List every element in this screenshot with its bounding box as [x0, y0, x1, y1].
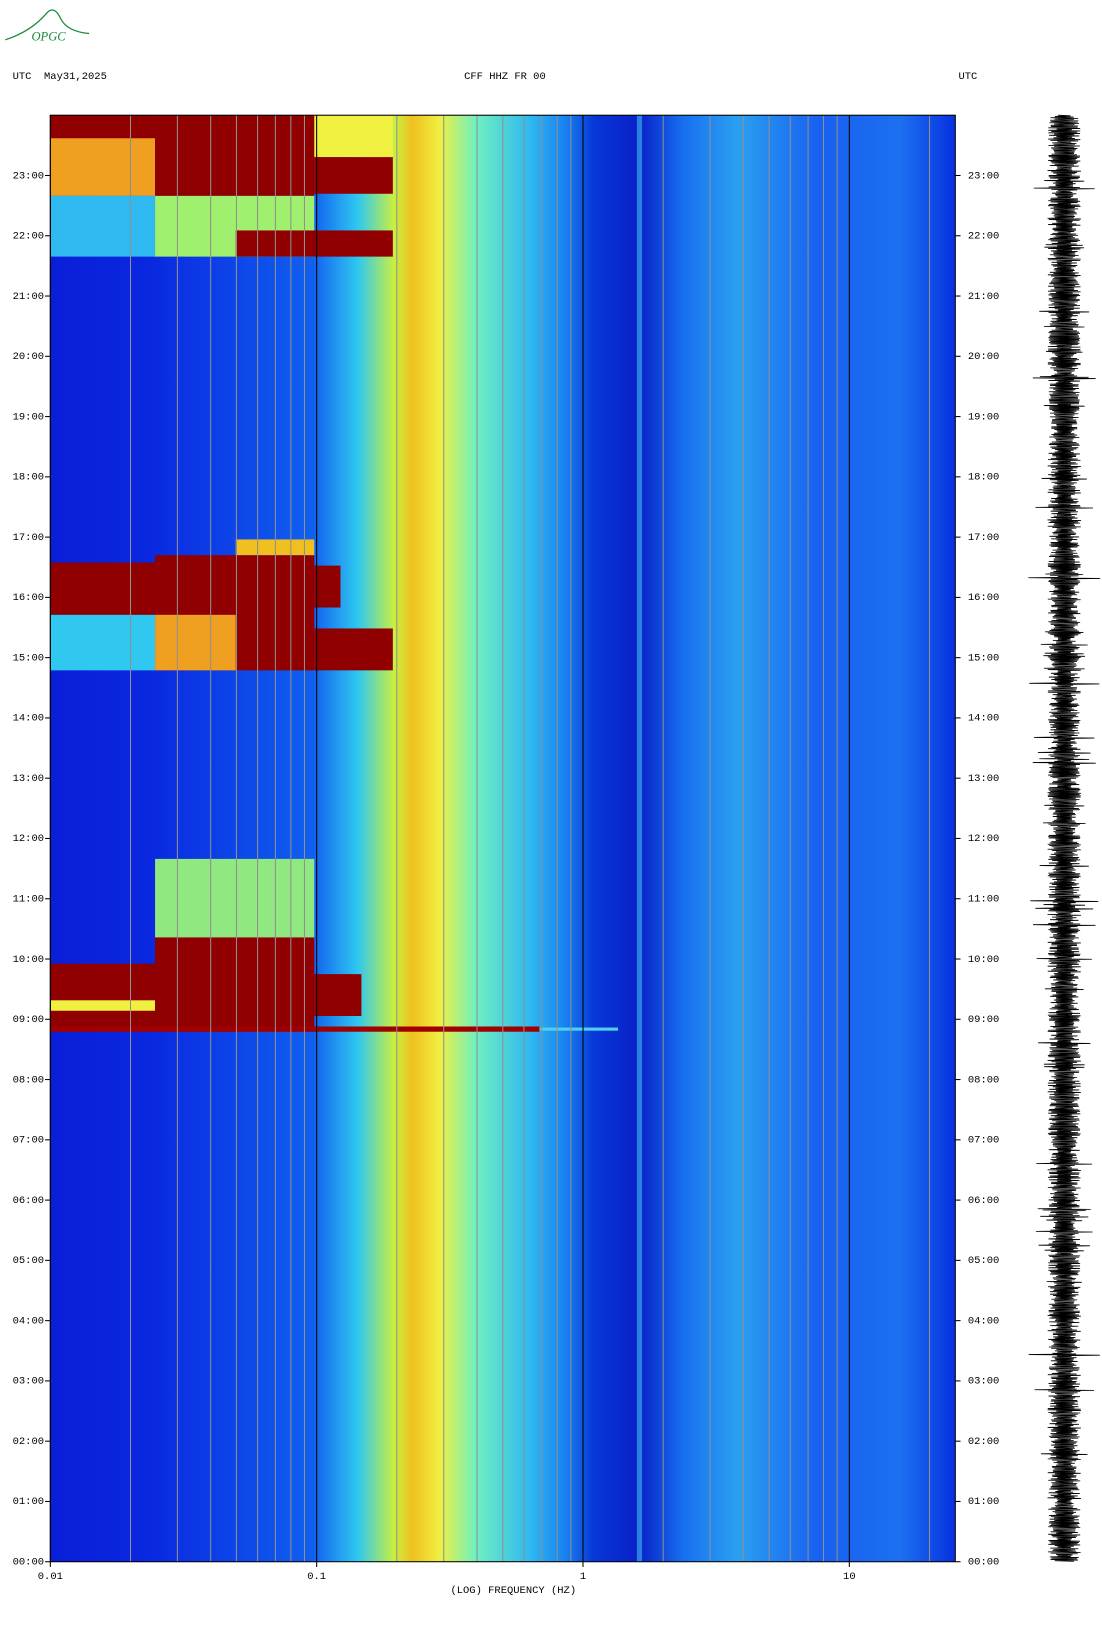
- y-tick-label: 01:00: [968, 1496, 999, 1508]
- y-tick-label: 02:00: [968, 1436, 999, 1448]
- y-tick-label: 11:00: [968, 894, 999, 906]
- x-tick-label: 0.01: [38, 1571, 63, 1583]
- y-tick-label: 03:00: [13, 1376, 44, 1388]
- y-tick-label: 21:00: [968, 291, 999, 303]
- y-tick-label: 18:00: [13, 472, 44, 484]
- y-tick-label: 13:00: [13, 773, 44, 785]
- y-tick-label: 00:00: [968, 1556, 999, 1568]
- x-axis-label: (LOG) FREQUENCY (HZ): [450, 1585, 576, 1597]
- y-tick-label: 15:00: [13, 652, 44, 664]
- chart-title: CFF HHZ FR 00: [464, 71, 546, 83]
- y-tick-label: 09:00: [13, 1014, 44, 1026]
- y-tick-label: 17:00: [13, 532, 44, 544]
- y-tick-label: 01:00: [13, 1496, 44, 1508]
- y-tick-label: 06:00: [13, 1195, 44, 1207]
- y-tick-label: 08:00: [13, 1074, 44, 1086]
- right-header: UTC: [958, 71, 977, 83]
- x-tick-label: 10: [843, 1571, 856, 1583]
- seismogram-trace: [1028, 114, 1101, 1562]
- x-tick-label: 1: [580, 1571, 586, 1583]
- y-tick-label: 18:00: [968, 472, 999, 484]
- y-tick-label: 10:00: [13, 954, 44, 966]
- y-tick-label: 05:00: [13, 1255, 44, 1267]
- y-tick-label: 04:00: [13, 1315, 44, 1327]
- y-tick-label: 23:00: [968, 170, 999, 182]
- y-tick-label: 06:00: [968, 1195, 999, 1207]
- y-tick-label: 21:00: [13, 291, 44, 303]
- y-tick-label: 19:00: [968, 411, 999, 423]
- y-tick-label: 10:00: [968, 954, 999, 966]
- y-tick-label: 08:00: [968, 1074, 999, 1086]
- y-tick-label: 03:00: [968, 1376, 999, 1388]
- y-tick-label: 15:00: [968, 652, 999, 664]
- y-tick-label: 22:00: [13, 231, 44, 243]
- logo-text: OPGC: [31, 30, 66, 44]
- y-tick-label: 14:00: [968, 713, 999, 725]
- x-tick-label: 0.1: [307, 1571, 326, 1583]
- y-tick-label: 11:00: [13, 894, 44, 906]
- y-tick-label: 05:00: [968, 1255, 999, 1267]
- y-tick-label: 16:00: [13, 592, 44, 604]
- y-tick-label: 16:00: [968, 592, 999, 604]
- y-tick-label: 00:00: [13, 1556, 44, 1568]
- y-tick-label: 22:00: [968, 231, 999, 243]
- y-tick-label: 14:00: [13, 713, 44, 725]
- y-tick-label: 17:00: [968, 532, 999, 544]
- y-tick-label: 20:00: [13, 351, 44, 363]
- y-tick-label: 20:00: [968, 351, 999, 363]
- left-header: UTC May31,2025: [13, 71, 107, 83]
- y-tick-label: 02:00: [13, 1436, 44, 1448]
- y-tick-label: 07:00: [13, 1135, 44, 1147]
- y-tick-label: 13:00: [968, 773, 999, 785]
- y-tick-label: 12:00: [13, 833, 44, 845]
- y-tick-label: 04:00: [968, 1315, 999, 1327]
- y-tick-label: 19:00: [13, 411, 44, 423]
- y-tick-label: 09:00: [968, 1014, 999, 1026]
- grid: [49, 115, 931, 1562]
- y-tick-label: 12:00: [968, 833, 999, 845]
- logo: OPGC: [5, 9, 90, 44]
- y-tick-label: 07:00: [968, 1135, 999, 1147]
- y-tick-label: 23:00: [13, 170, 44, 182]
